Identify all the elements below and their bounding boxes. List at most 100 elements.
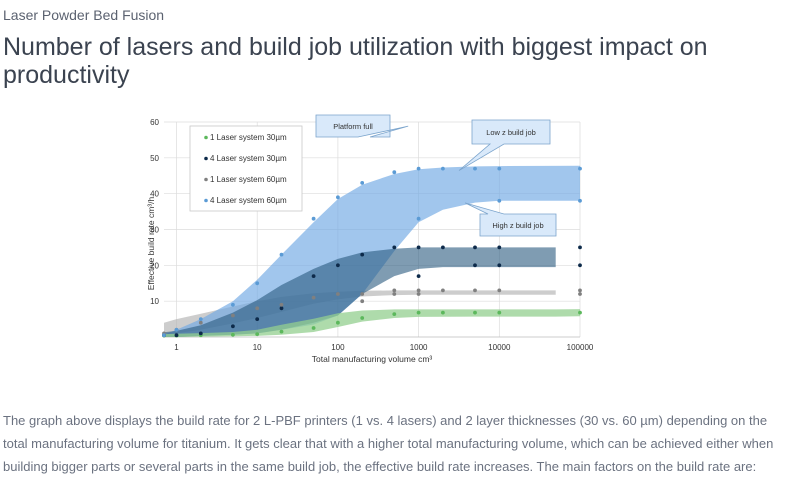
y-tick-label: 30 bbox=[150, 226, 159, 235]
legend-entry: 1 Laser system 60µm bbox=[210, 175, 287, 184]
y-tick-label: 20 bbox=[150, 261, 159, 270]
y-axis-label: Effective build rate cm³/h bbox=[146, 197, 156, 291]
callout-label: Low z build job bbox=[486, 128, 536, 137]
legend-marker bbox=[204, 177, 208, 182]
data-point bbox=[578, 292, 582, 296]
data-point bbox=[578, 245, 582, 250]
data-point bbox=[473, 288, 477, 293]
data-point bbox=[279, 306, 284, 311]
data-point bbox=[360, 316, 365, 320]
data-point bbox=[279, 252, 284, 257]
data-point bbox=[497, 288, 502, 293]
data-point bbox=[441, 166, 445, 171]
data-point bbox=[255, 317, 260, 321]
x-axis-label: Total manufacturing volume cm³ bbox=[312, 354, 433, 364]
data-point bbox=[255, 306, 260, 311]
data-point bbox=[311, 216, 316, 221]
data-point bbox=[497, 198, 502, 203]
data-point bbox=[441, 310, 445, 315]
data-point bbox=[416, 288, 421, 293]
data-point bbox=[198, 331, 203, 336]
callout-bubble bbox=[315, 114, 409, 138]
range-band bbox=[164, 247, 556, 337]
x-tick-label: 100 bbox=[331, 343, 345, 352]
data-point bbox=[360, 292, 365, 296]
data-point bbox=[473, 263, 477, 268]
data-point bbox=[336, 292, 340, 296]
data-point bbox=[162, 333, 166, 338]
x-tick-label: 1000 bbox=[410, 343, 428, 352]
data-point bbox=[578, 288, 582, 293]
legend-marker bbox=[204, 156, 208, 161]
data-point bbox=[311, 326, 316, 330]
data-point bbox=[255, 332, 260, 336]
data-point bbox=[336, 320, 340, 325]
x-tick-label: 100000 bbox=[567, 343, 594, 352]
data-point bbox=[336, 263, 340, 268]
data-point bbox=[578, 166, 582, 171]
callout-label: Platform full bbox=[333, 122, 373, 131]
data-point bbox=[360, 181, 365, 185]
data-point bbox=[441, 288, 445, 293]
y-tick-label: 10 bbox=[150, 297, 159, 306]
data-point bbox=[198, 317, 203, 321]
data-point bbox=[392, 288, 397, 293]
data-point bbox=[473, 166, 477, 171]
data-point bbox=[497, 245, 502, 250]
data-point bbox=[174, 333, 179, 338]
legend-marker bbox=[204, 198, 208, 203]
data-point bbox=[497, 166, 502, 171]
legend-entry: 4 Laser system 30µm bbox=[210, 154, 287, 163]
data-point bbox=[174, 327, 179, 332]
data-point bbox=[392, 312, 397, 316]
range-band bbox=[164, 309, 580, 337]
data-point bbox=[416, 245, 421, 250]
data-point bbox=[578, 263, 582, 268]
data-point bbox=[578, 310, 582, 315]
page-headline: Number of lasers and build job utilizati… bbox=[3, 33, 708, 89]
x-tick-label: 10000 bbox=[488, 343, 511, 352]
data-point bbox=[279, 302, 284, 307]
y-tick-label: 60 bbox=[150, 118, 159, 127]
data-point bbox=[392, 170, 397, 175]
data-point bbox=[311, 295, 316, 300]
legend-marker bbox=[204, 135, 208, 140]
callout-bubble bbox=[464, 202, 557, 237]
data-point bbox=[360, 252, 365, 257]
data-point bbox=[473, 310, 477, 315]
data-point bbox=[392, 292, 397, 296]
data-point bbox=[279, 329, 284, 334]
data-point bbox=[231, 332, 235, 337]
data-point bbox=[416, 292, 421, 296]
data-point bbox=[441, 245, 445, 250]
data-point bbox=[473, 245, 477, 250]
x-tick-label: 1 bbox=[174, 343, 179, 352]
x-tick-label: 10 bbox=[253, 343, 262, 352]
y-tick-label: 40 bbox=[150, 190, 159, 199]
build-rate-chart: 10 20 30 40 50 60 1 10 100 1000 10000 100000 Total m… bbox=[146, 114, 594, 364]
legend-box bbox=[189, 125, 303, 212]
callout-bubble bbox=[458, 119, 551, 171]
data-point bbox=[416, 216, 421, 221]
body-paragraph: The graph above displays the build rate … bbox=[3, 413, 774, 474]
data-point bbox=[360, 299, 365, 304]
data-point bbox=[416, 274, 421, 278]
data-point bbox=[231, 313, 235, 318]
legend-entry: 4 Laser system 60µm bbox=[210, 196, 287, 205]
data-point bbox=[416, 310, 421, 315]
y-tick-label: 50 bbox=[150, 154, 159, 163]
data-point bbox=[497, 310, 502, 315]
data-point bbox=[416, 166, 421, 171]
data-point bbox=[255, 281, 260, 286]
data-point bbox=[198, 320, 203, 325]
data-point bbox=[336, 195, 340, 200]
callout-label: High z build job bbox=[492, 221, 543, 230]
data-point bbox=[578, 198, 582, 203]
eyebrow-label: Laser Powder Bed Fusion bbox=[3, 7, 165, 23]
data-point bbox=[392, 245, 397, 250]
data-point bbox=[311, 274, 316, 278]
data-point bbox=[497, 263, 502, 268]
data-point bbox=[231, 302, 235, 307]
data-point bbox=[231, 324, 235, 329]
legend-entry: 1 Laser system 30µm bbox=[210, 133, 287, 142]
